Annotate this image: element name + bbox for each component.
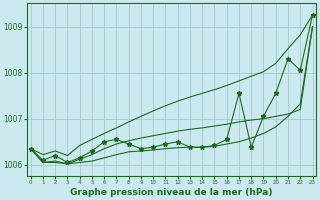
X-axis label: Graphe pression niveau de la mer (hPa): Graphe pression niveau de la mer (hPa) xyxy=(70,188,273,197)
